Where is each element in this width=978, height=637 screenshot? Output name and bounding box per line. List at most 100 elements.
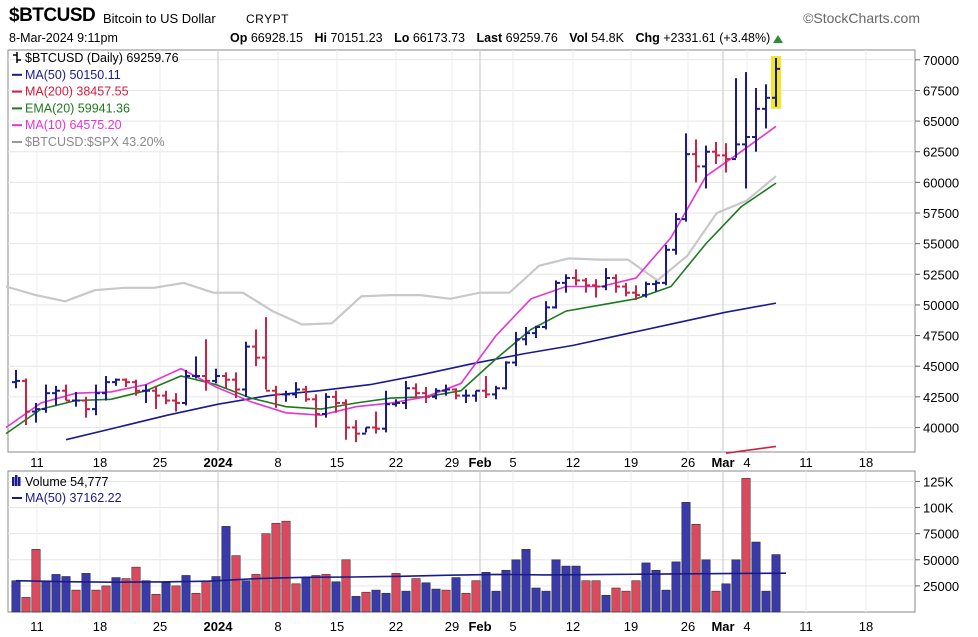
- volume-tick-label: 75000: [923, 527, 959, 542]
- x-tick-label: Feb: [468, 455, 491, 470]
- volume-bar: [51, 574, 61, 613]
- ohlc-bar: [462, 389, 470, 403]
- volume-bar: [321, 574, 331, 613]
- volume-bar: [351, 596, 361, 613]
- volume-bar: [751, 541, 761, 613]
- ohlc-bar: [162, 390, 170, 405]
- volume-legend-icon: [12, 475, 21, 486]
- chart-header: $BTCUSD Bitcoin to US Dollar CRYPT ©Stoc…: [0, 0, 978, 50]
- ohlc-bar: [762, 84, 770, 129]
- volume-bar: [101, 585, 111, 613]
- ohlc-bar: [212, 368, 220, 384]
- legend-entry: $BTCUSD (Daily) 69259.76: [25, 51, 179, 65]
- ohlc-bar: [282, 390, 290, 402]
- volume-bar: [281, 520, 291, 613]
- volume-bar: [641, 562, 651, 613]
- ohlc-bar: [682, 133, 690, 222]
- volume-bar: [221, 526, 231, 613]
- ohlc-bar: [622, 282, 630, 297]
- price-tick-label: 52500: [923, 267, 959, 282]
- legend-entry: MA(50) 50150.11: [25, 68, 121, 82]
- ma50-line: [65, 302, 777, 441]
- ohlc-bar: [562, 274, 570, 293]
- x-tick-label: 5: [509, 619, 516, 634]
- volume-bar: [371, 589, 381, 613]
- volume-bar: [121, 578, 131, 613]
- x-tick-label: 8: [274, 455, 281, 470]
- price-tick-label: 70000: [923, 53, 959, 68]
- volume-ma50-line: [15, 572, 787, 584]
- ohlc-bar: [92, 384, 100, 416]
- x-tick-label: 18: [859, 619, 873, 634]
- brand-logo[interactable]: ©StockCharts.com: [803, 10, 920, 26]
- x-tick-label: 12: [566, 619, 580, 634]
- ohlc-bar: [202, 339, 210, 391]
- ohlc-bar: [152, 385, 160, 410]
- ohlc-bar: [82, 396, 90, 418]
- volume-bar: [691, 524, 701, 613]
- ohlc-bar: [472, 389, 480, 402]
- last-value: 69259.76: [505, 31, 558, 45]
- volume-bar: [41, 580, 51, 613]
- volume-bar: [661, 589, 671, 613]
- x-tick-label: 18: [93, 455, 107, 470]
- ohlc-bar: [422, 387, 430, 403]
- volume-bar: [521, 549, 531, 613]
- x-tick-label: 2024: [204, 455, 234, 470]
- volume-bar: [171, 585, 181, 613]
- ohlc-bar: [772, 57, 780, 107]
- ohlc-bar: [452, 388, 460, 400]
- ma200-line: [725, 445, 777, 454]
- volume-bar: [651, 569, 661, 613]
- volume-bar: [81, 573, 91, 613]
- ohlc-bar: [262, 317, 270, 392]
- volume-bar: [551, 559, 561, 613]
- ohlc-bar: [532, 325, 540, 339]
- volume-bar: [331, 581, 341, 613]
- volume-panel: [7, 470, 916, 613]
- ohlc-bar: [352, 420, 360, 443]
- exchange-label: CRYPT: [246, 12, 289, 26]
- volume-bar: [501, 569, 511, 613]
- quote-summary: Op 66928.15 Hi 70151.23 Lo 66173.73 Last…: [230, 31, 784, 45]
- ohlc-bar: [592, 279, 600, 298]
- volume-bar: [271, 522, 281, 613]
- low-label: Lo: [394, 31, 410, 45]
- ohlc-bar: [102, 376, 110, 401]
- x-tick-label: 11: [799, 455, 813, 470]
- ohlc-bar: [22, 378, 30, 426]
- volume-bar: [711, 590, 721, 613]
- volume-tick-label: 50000: [923, 553, 959, 568]
- legend-entry: EMA(20) 59941.36: [25, 101, 130, 115]
- volume-bar: [111, 577, 121, 613]
- volume-bar: [561, 565, 571, 613]
- ohlc-bar: [522, 326, 530, 346]
- x-tick-label: Feb: [468, 619, 491, 634]
- volume-bar: [471, 580, 481, 613]
- legend-entry: MA(50) 37162.22: [25, 491, 122, 505]
- x-tick-label: 25: [153, 619, 167, 634]
- legend-entry: Volume 54,777: [25, 475, 108, 489]
- ohlc-bar: [232, 372, 240, 399]
- volume-bar: [241, 580, 251, 613]
- ohlc-bar: [252, 329, 260, 367]
- volume-bar: [441, 589, 451, 613]
- ohlc-bar: [132, 379, 140, 396]
- legend-ohlc-icon: [13, 52, 21, 63]
- volume-bar: [731, 559, 741, 613]
- volume-bar: [721, 583, 731, 613]
- ohlc-bar: [242, 341, 250, 397]
- volume-bar: [491, 590, 501, 613]
- volume-bar: [191, 592, 201, 613]
- price-tick-label: 67500: [923, 83, 959, 98]
- x-tick-label: 5: [509, 455, 516, 470]
- ohlc-bar: [312, 394, 320, 428]
- change-label: Chg: [635, 31, 660, 45]
- x-tick-label: 15: [330, 455, 344, 470]
- volume-bar: [71, 589, 81, 613]
- price-tick-label: 57500: [923, 206, 959, 221]
- volume-bar: [481, 572, 491, 613]
- change-value: +2331.61 (+3.48%): [663, 31, 771, 45]
- last-label: Last: [476, 31, 503, 45]
